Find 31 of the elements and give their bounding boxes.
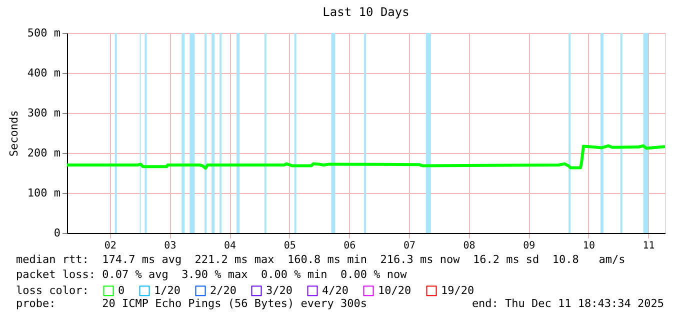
x-tick-label: 06 [344,240,356,252]
y-tick-label: 0 [54,226,60,240]
line-series [66,144,666,170]
y-tick-label: 200 m [27,146,61,160]
legend-label: 1/20 [154,284,180,297]
x-tick-label: 08 [463,240,476,252]
legend-label: 19/20 [441,284,474,297]
x-tick-label: 03 [164,240,176,252]
y-tick-label: 100 m [27,186,61,200]
x-tick-label: 05 [284,240,296,252]
legend-label: 4/20 [322,284,348,297]
y-tick-label: 500 m [27,26,61,40]
chart-title: Last 10 Days [322,5,410,19]
x-tick-label: 07 [403,240,416,252]
text: packet loss: 0.07 % avg 3.90 % max 0.00 % min 0.00 % now [16,268,408,281]
text: median rtt: 174.7 ms avg 221.2 ms max 160.8 ms min 216.3 ms now 16.2 ms sd 10.8 am/s [16,253,626,266]
legend-label: 0 [118,284,125,297]
text: probe: 20 ICMP Echo Pings (56 Bytes) every 300s [16,297,367,310]
legend-title: loss color: [16,284,89,297]
y-axis-title: Seconds [7,110,20,157]
x-tick-label: 10 [582,240,595,252]
x-tick-label: 11 [642,240,655,252]
text: end: Thu Dec 11 18:43:34 2025 [472,297,664,310]
x-tick-label: 09 [523,240,536,252]
y-tick-label: 400 m [27,66,61,80]
legend-label: 3/20 [266,284,292,297]
x-tick-label: 04 [224,240,236,252]
legend-label: 2/20 [210,284,236,297]
x-tick-label: 02 [104,240,116,252]
y-tick-label: 300 m [27,106,61,120]
legend-label: 10/20 [378,284,412,297]
